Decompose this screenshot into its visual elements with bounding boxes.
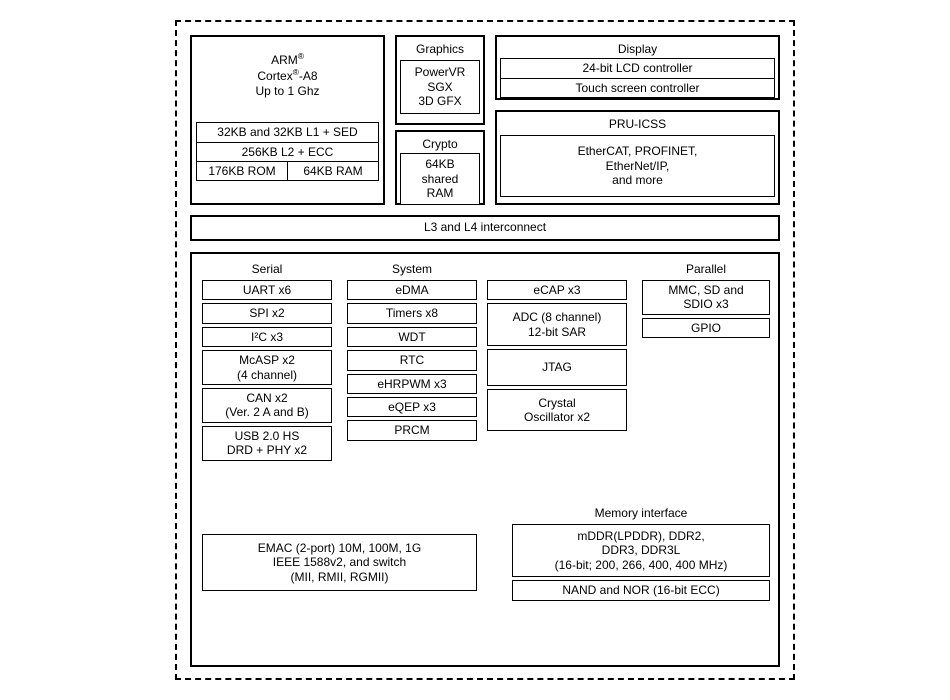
system-ecap: eCAP x3 [487, 280, 627, 300]
memory-ddr: mDDR(LPDDR), DDR2, DDR3, DDR3L (16-bit; … [512, 524, 770, 577]
serial-stack: UART x6 SPI x2 I²C x3 McASP x2 (4 channe… [202, 280, 332, 461]
serial-spi: SPI x2 [202, 303, 332, 323]
system-col: System eDMA Timers x8 WDT RTC eHRPWM x3 … [347, 260, 477, 441]
emac-cell: EMAC (2-port) 10M, 100M, 1G IEEE 1588v2,… [202, 534, 477, 591]
display-lcd: 24-bit LCD controller [500, 58, 775, 78]
cpu-ram: 64KB RAM [288, 162, 379, 181]
system-rtc: RTC [347, 350, 477, 370]
pru-body: EtherCAT, PROFINET, EtherNet/IP, and mor… [500, 135, 775, 196]
system-wdt: WDT [347, 327, 477, 347]
system-title: System [347, 260, 477, 280]
cpu-title-l1: ARM [271, 53, 298, 67]
system-ehrpwm: eHRPWM x3 [347, 374, 477, 394]
display-block: Display 24-bit LCD controller Touch scre… [495, 35, 780, 100]
cpu-mem-stack: 32KB and 32KB L1 + SED 256KB L2 + ECC 17… [196, 122, 379, 181]
crypto-block: Crypto 64KB shared RAM [395, 130, 485, 205]
system-xtal: Crystal Oscillator x2 [487, 389, 627, 432]
system-eqep: eQEP x3 [347, 397, 477, 417]
cpu-l2: 256KB L2 + ECC [196, 143, 379, 162]
crypto-l3: RAM [427, 186, 454, 200]
parallel-title: Parallel [642, 260, 770, 280]
crypto-body: 64KB shared RAM [400, 153, 480, 204]
pru-l2: EtherNet/IP, [606, 159, 670, 173]
serial-uart: UART x6 [202, 280, 332, 300]
system-adc: ADC (8 channel) 12-bit SAR [487, 303, 627, 346]
system-stack1: eDMA Timers x8 WDT RTC eHRPWM x3 eQEP x3… [347, 280, 477, 441]
graphics-block: Graphics PowerVR SGX 3D GFX [395, 35, 485, 125]
pru-block: PRU-ICSS EtherCAT, PROFINET, EtherNet/IP… [495, 110, 780, 205]
system-timers: Timers x8 [347, 303, 477, 323]
interconnect-block: L3 and L4 interconnect [190, 215, 780, 241]
cpu-title-l2a: Cortex [257, 69, 292, 83]
memory-nand: NAND and NOR (16-bit ECC) [512, 580, 770, 600]
system-col2: eCAP x3 ADC (8 channel) 12-bit SAR JTAG … [487, 260, 627, 431]
cpu-block: ARM® Cortex®-A8 Up to 1 Ghz 32KB and 32K… [190, 35, 385, 205]
system-prcm: PRCM [347, 420, 477, 440]
parallel-mmc: MMC, SD and SDIO x3 [642, 280, 770, 315]
serial-i2c: I²C x3 [202, 327, 332, 347]
cpu-l1: 32KB and 32KB L1 + SED [196, 122, 379, 142]
serial-usb: USB 2.0 HS DRD + PHY x2 [202, 426, 332, 461]
display-title: Display [500, 40, 775, 58]
parallel-col: Parallel MMC, SD and SDIO x3 GPIO [642, 260, 770, 338]
graphics-body: PowerVR SGX 3D GFX [400, 60, 480, 113]
serial-col: Serial UART x6 SPI x2 I²C x3 McASP x2 (4… [202, 260, 332, 461]
display-touch: Touch screen controller [500, 79, 775, 98]
pru-l1: EtherCAT, PROFINET, [578, 144, 698, 158]
crypto-l2: shared [422, 172, 459, 186]
graphics-l1: PowerVR [415, 65, 466, 79]
canvas: ARM® Cortex®-A8 Up to 1 Ghz 32KB and 32K… [0, 0, 950, 700]
system-col2-spacer [487, 260, 627, 280]
memory-block: Memory interface mDDR(LPDDR), DDR2, DDR3… [512, 504, 770, 601]
crypto-title: Crypto [400, 135, 480, 153]
crypto-l1: 64KB [425, 157, 454, 171]
cpu-rom: 176KB ROM [196, 162, 288, 181]
graphics-title: Graphics [400, 40, 480, 60]
pru-l3: and more [612, 173, 663, 187]
cpu-title: ARM® Cortex®-A8 Up to 1 Ghz [196, 41, 379, 122]
display-stack: 24-bit LCD controller Touch screen contr… [500, 58, 775, 98]
interconnect-label: L3 and L4 interconnect [424, 220, 546, 234]
parallel-gpio: GPIO [642, 318, 770, 338]
cpu-rom-ram-row: 176KB ROM 64KB RAM [196, 162, 379, 181]
pru-title: PRU-ICSS [500, 115, 775, 135]
parallel-stack: MMC, SD and SDIO x3 GPIO [642, 280, 770, 338]
cpu-reg1: ® [298, 51, 304, 61]
serial-title: Serial [202, 260, 332, 280]
graphics-l2: SGX [427, 80, 452, 94]
memory-stack: mDDR(LPDDR), DDR2, DDR3, DDR3L (16-bit; … [512, 524, 770, 601]
cpu-title-l2b: -A8 [299, 69, 318, 83]
system-jtag: JTAG [487, 349, 627, 385]
cpu-title-l3: Up to 1 Ghz [255, 84, 319, 98]
memory-title: Memory interface [512, 504, 770, 524]
serial-mcasp: McASP x2 (4 channel) [202, 350, 332, 385]
serial-can: CAN x2 (Ver. 2 A and B) [202, 388, 332, 423]
graphics-l3: 3D GFX [418, 94, 461, 108]
system-edma: eDMA [347, 280, 477, 300]
peripherals-block: Serial UART x6 SPI x2 I²C x3 McASP x2 (4… [190, 252, 780, 667]
system-stack2: eCAP x3 ADC (8 channel) 12-bit SAR JTAG … [487, 280, 627, 431]
